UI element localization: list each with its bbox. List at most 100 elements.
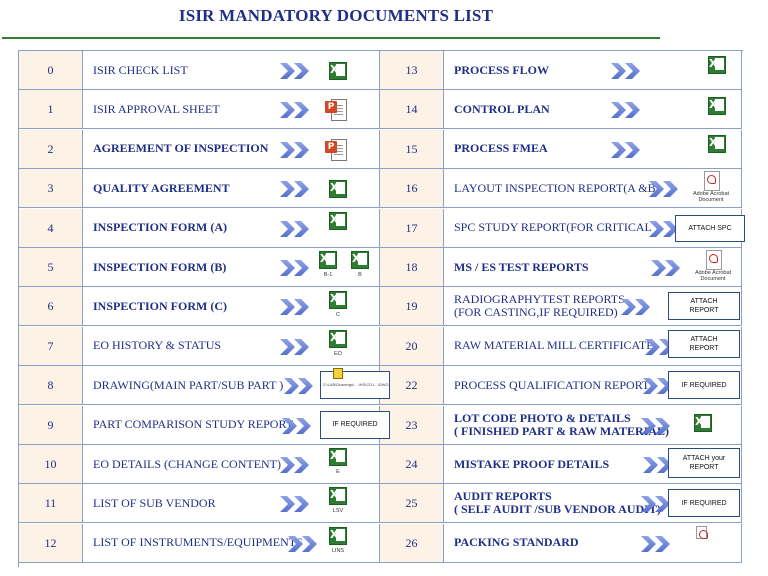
document-name[interactable]: ISIR APPROVAL SHEET xyxy=(93,101,220,116)
table-row: 0 13 ISIR CHECK LIST X PROCESS FLOW X xyxy=(19,51,743,90)
powerpoint-icon[interactable]: P xyxy=(325,137,347,161)
pdf-icon[interactable] xyxy=(704,171,720,192)
attach-box[interactable]: ATTACH REPORT xyxy=(668,292,740,321)
pdf-icon[interactable] xyxy=(706,250,722,270)
left-document-cell: INSPECTION FORM (A) X xyxy=(83,208,380,248)
chevron-arrow-icon xyxy=(280,181,309,198)
table-row: 5 18 INSPECTION FORM (B) X B-1 X B MS / ES TEST… xyxy=(19,248,743,287)
left-number-cell: 8 xyxy=(19,366,83,406)
chevron-arrow-icon xyxy=(641,535,670,552)
right-number-cell: 16 xyxy=(380,169,444,209)
document-name[interactable]: CONTROL PLAN xyxy=(454,101,550,116)
document-name[interactable]: PART COMPARISON STUDY REPORT xyxy=(93,417,294,432)
document-name[interactable]: SPC STUDY REPORT(FOR CRITICAL ) xyxy=(454,220,659,235)
excel-icon[interactable]: X xyxy=(708,134,726,153)
right-number-cell: 26 xyxy=(380,523,444,563)
left-number-cell: 10 xyxy=(19,445,83,484)
chevron-arrow-icon xyxy=(641,417,670,434)
attach-box[interactable]: ATTACH REPORT xyxy=(668,329,740,358)
excel-icon[interactable]: X xyxy=(694,413,712,432)
pdf-icon[interactable] xyxy=(696,525,708,539)
excel-icon[interactable]: X xyxy=(319,251,337,269)
chevron-arrow-icon xyxy=(280,260,309,276)
document-name[interactable]: MS / ES TEST REPORTS xyxy=(454,259,589,274)
page-title: ISIR MANDATORY DOCUMENTS LIST xyxy=(178,6,494,25)
drawing-file-icon[interactable] xyxy=(333,368,343,380)
right-document-cell: PROCESS FLOW X xyxy=(444,51,742,90)
left-number-cell: 4 xyxy=(19,208,83,248)
excel-icon[interactable]: X xyxy=(329,180,347,199)
right-document-cell: SPC STUDY REPORT(FOR CRITICAL ) ATTACH SP… xyxy=(444,208,745,248)
excel-icon[interactable]: X xyxy=(351,251,369,269)
excel-icon[interactable]: X xyxy=(708,56,726,74)
chevron-arrow-icon xyxy=(280,457,309,473)
document-name[interactable]: RAW MATERIAL MILL CERTIFICATE xyxy=(454,338,654,353)
document-name[interactable]: EO DETAILS (CHANGE CONTENT) xyxy=(93,456,282,471)
attach-box[interactable]: IF REQUIRED xyxy=(668,489,740,518)
document-name[interactable]: PACKING STANDARD xyxy=(454,535,579,550)
left-number-cell: 9 xyxy=(19,405,83,445)
document-name[interactable]: AUDIT REPORTS ( SELF AUDIT /SUB VENDOR A… xyxy=(454,489,661,517)
document-name[interactable]: QUALITY AGREEMENT xyxy=(93,180,230,195)
drawing-link-caption: Z:\LAB\Drawings\ ...\HS\CD1...\DWG xyxy=(323,382,389,388)
table-row: 1 14 ISIR APPROVAL SHEET P CONTROL PLAN X xyxy=(19,90,743,130)
table-row: 8 22 DRAWING(MAIN PART/SUB PART ) Z:\LAB\Dr… xyxy=(19,366,743,406)
icon-caption: Adobe Acrobat Document xyxy=(692,191,730,204)
chevron-arrow-icon xyxy=(621,299,650,316)
chevron-arrow-icon xyxy=(280,141,309,158)
excel-icon[interactable]: X xyxy=(329,487,347,506)
powerpoint-icon[interactable]: P xyxy=(325,97,347,122)
document-name[interactable]: INSPECTION FORM (C) xyxy=(93,298,227,313)
excel-icon[interactable]: X xyxy=(329,526,347,545)
chevron-arrow-icon xyxy=(280,220,309,237)
right-document-cell: PACKING STANDARD xyxy=(444,523,742,563)
document-name[interactable]: LIST OF INSTRUMENTS/EQUIPMENTS xyxy=(93,535,303,550)
excel-icon[interactable]: X xyxy=(329,211,347,230)
excel-icon[interactable]: X xyxy=(329,62,347,80)
left-document-cell: EO DETAILS (CHANGE CONTENT) X E xyxy=(83,445,380,484)
excel-icon[interactable]: X xyxy=(329,291,347,310)
table-row: 7 20 EO HISTORY & STATUS X EO RAW MATERIAL MI… xyxy=(19,326,743,366)
table-row: 11 25 LIST OF SUB VENDOR X LSV AUDIT REPORTS … xyxy=(19,484,743,524)
excel-icon[interactable]: X xyxy=(329,329,347,348)
left-document-cell: PART COMPARISON STUDY REPORT IF REQUIRED xyxy=(83,405,390,445)
document-name[interactable]: PROCESS QUALIFICATION REPORT xyxy=(454,377,650,392)
table-row: 6 19 INSPECTION FORM (C) X C RADIOGRAPHYTEST … xyxy=(19,287,743,327)
left-number-cell: 6 xyxy=(19,287,83,327)
table-row: 2 15 AGREEMENT OF INSPECTION P PROCESS FMEA X xyxy=(19,129,743,169)
chevron-arrow-icon xyxy=(280,496,309,513)
attach-box[interactable]: ATTACH your REPORT xyxy=(668,448,740,478)
chevron-arrow-icon xyxy=(651,260,680,276)
document-name[interactable]: RADIOGRAPHYTEST REPORTS (FOR CASTING,IF … xyxy=(454,292,625,320)
document-name[interactable]: PROCESS FMEA xyxy=(454,141,548,156)
left-number-cell: 0 xyxy=(19,51,83,90)
right-document-cell: CONTROL PLAN X xyxy=(444,90,742,130)
document-name[interactable]: PROCESS FLOW xyxy=(454,62,550,77)
table-row: 4 17 INSPECTION FORM (A) X SPC STUDY REPORT(… xyxy=(19,208,745,248)
document-name[interactable]: INSPECTION FORM (A) xyxy=(93,220,227,235)
attach-box[interactable]: IF REQUIRED xyxy=(668,371,740,400)
document-name[interactable]: MISTAKE PROOF DETAILS xyxy=(454,456,610,471)
chevron-arrow-icon xyxy=(641,496,670,513)
document-name[interactable]: ISIR CHECK LIST xyxy=(93,62,188,77)
attach-box[interactable]: IF REQUIRED xyxy=(320,410,390,439)
document-name[interactable]: INSPECTION FORM (B) xyxy=(93,259,227,274)
document-name[interactable]: EO HISTORY & STATUS xyxy=(93,338,222,353)
title-underline xyxy=(2,37,660,39)
left-document-cell: QUALITY AGREEMENT X xyxy=(83,169,380,209)
right-document-cell: MS / ES TEST REPORTS Adobe Acrobat Docume… xyxy=(444,248,742,287)
documents-table: 0 13 ISIR CHECK LIST X PROCESS FLOW X 1 14 ISIR … xyxy=(18,50,745,567)
right-number-cell: 22 xyxy=(380,366,444,406)
document-name[interactable]: DRAWING(MAIN PART/SUB PART ) xyxy=(93,377,284,392)
document-name[interactable]: LAYOUT INSPECTION REPORT(A &B) xyxy=(454,180,660,195)
chevron-arrow-icon xyxy=(611,63,640,79)
document-name[interactable]: LIST OF SUB VENDOR xyxy=(93,495,216,510)
right-document-cell: PROCESS FMEA X xyxy=(444,129,742,169)
document-name[interactable]: LOT CODE PHOTO & DETAILS ( FINISHED PART… xyxy=(454,410,670,438)
attach-box[interactable]: ATTACH SPC xyxy=(675,214,745,242)
attach-box[interactable] xyxy=(320,371,390,400)
excel-icon[interactable]: X xyxy=(329,448,347,466)
excel-icon[interactable]: X xyxy=(708,97,726,116)
document-name[interactable]: AGREEMENT OF INSPECTION xyxy=(93,141,269,156)
left-document-cell: LIST OF SUB VENDOR X LSV xyxy=(83,484,380,524)
